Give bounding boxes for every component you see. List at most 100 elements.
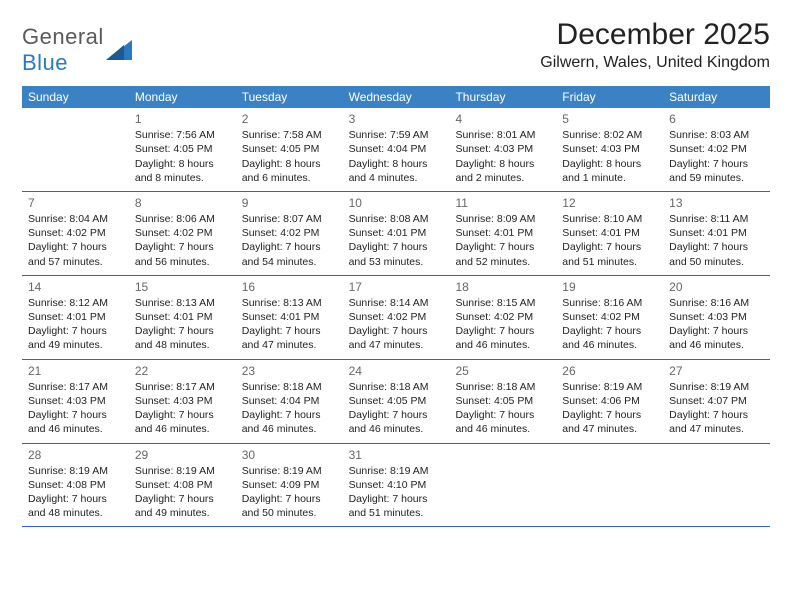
logo-text: General Blue [22, 24, 104, 76]
sunrise-text: Sunrise: 8:14 AM [349, 296, 444, 310]
logo-triangle-icon [106, 38, 136, 65]
empty-cell [663, 444, 770, 527]
daylight-text: Daylight: 7 hours [135, 240, 230, 254]
daylight-text: and 54 minutes. [242, 255, 337, 269]
sunrise-text: Sunrise: 8:19 AM [562, 380, 657, 394]
daylight-text: and 50 minutes. [669, 255, 764, 269]
sunset-text: Sunset: 4:05 PM [455, 394, 550, 408]
sunrise-text: Sunrise: 8:09 AM [455, 212, 550, 226]
daylight-text: Daylight: 7 hours [135, 408, 230, 422]
day-header-thu: Thursday [449, 86, 556, 108]
daylight-text: and 51 minutes. [562, 255, 657, 269]
day-number: 31 [349, 447, 444, 463]
daylight-text: and 46 minutes. [669, 338, 764, 352]
day-number: 17 [349, 279, 444, 295]
daylight-text: Daylight: 7 hours [242, 324, 337, 338]
day-number: 22 [135, 363, 230, 379]
day-cell: 4Sunrise: 8:01 AMSunset: 4:03 PMDaylight… [449, 108, 556, 191]
sunset-text: Sunset: 4:02 PM [562, 310, 657, 324]
daylight-text: and 4 minutes. [349, 171, 444, 185]
day-cell: 10Sunrise: 8:08 AMSunset: 4:01 PMDayligh… [343, 192, 450, 275]
sunset-text: Sunset: 4:01 PM [135, 310, 230, 324]
day-header-row: Sunday Monday Tuesday Wednesday Thursday… [22, 86, 770, 108]
day-number: 19 [562, 279, 657, 295]
daylight-text: and 56 minutes. [135, 255, 230, 269]
daylight-text: and 47 minutes. [349, 338, 444, 352]
sunrise-text: Sunrise: 8:19 AM [349, 464, 444, 478]
sunrise-text: Sunrise: 8:03 AM [669, 128, 764, 142]
daylight-text: Daylight: 7 hours [242, 240, 337, 254]
sunset-text: Sunset: 4:08 PM [135, 478, 230, 492]
day-cell: 23Sunrise: 8:18 AMSunset: 4:04 PMDayligh… [236, 360, 343, 443]
weeks-container: 1Sunrise: 7:56 AMSunset: 4:05 PMDaylight… [22, 108, 770, 527]
daylight-text: and 47 minutes. [242, 338, 337, 352]
sunrise-text: Sunrise: 8:18 AM [455, 380, 550, 394]
daylight-text: and 46 minutes. [455, 422, 550, 436]
daylight-text: and 46 minutes. [242, 422, 337, 436]
day-cell: 25Sunrise: 8:18 AMSunset: 4:05 PMDayligh… [449, 360, 556, 443]
day-cell: 16Sunrise: 8:13 AMSunset: 4:01 PMDayligh… [236, 276, 343, 359]
day-header-fri: Friday [556, 86, 663, 108]
day-header-sun: Sunday [22, 86, 129, 108]
day-number: 9 [242, 195, 337, 211]
daylight-text: Daylight: 7 hours [669, 324, 764, 338]
daylight-text: Daylight: 7 hours [135, 324, 230, 338]
day-cell: 7Sunrise: 8:04 AMSunset: 4:02 PMDaylight… [22, 192, 129, 275]
day-number: 11 [455, 195, 550, 211]
week-row: 7Sunrise: 8:04 AMSunset: 4:02 PMDaylight… [22, 192, 770, 276]
empty-cell [556, 444, 663, 527]
day-number: 13 [669, 195, 764, 211]
sunset-text: Sunset: 4:02 PM [669, 142, 764, 156]
sunset-text: Sunset: 4:01 PM [28, 310, 123, 324]
sunset-text: Sunset: 4:07 PM [669, 394, 764, 408]
day-number: 26 [562, 363, 657, 379]
daylight-text: and 2 minutes. [455, 171, 550, 185]
day-cell: 8Sunrise: 8:06 AMSunset: 4:02 PMDaylight… [129, 192, 236, 275]
day-header-tue: Tuesday [236, 86, 343, 108]
daylight-text: Daylight: 8 hours [135, 157, 230, 171]
sunrise-text: Sunrise: 8:16 AM [669, 296, 764, 310]
daylight-text: and 46 minutes. [349, 422, 444, 436]
sunrise-text: Sunrise: 8:19 AM [242, 464, 337, 478]
day-cell: 17Sunrise: 8:14 AMSunset: 4:02 PMDayligh… [343, 276, 450, 359]
sunrise-text: Sunrise: 8:16 AM [562, 296, 657, 310]
sunset-text: Sunset: 4:06 PM [562, 394, 657, 408]
daylight-text: Daylight: 7 hours [28, 492, 123, 506]
sunrise-text: Sunrise: 8:17 AM [135, 380, 230, 394]
daylight-text: and 46 minutes. [28, 422, 123, 436]
day-cell: 31Sunrise: 8:19 AMSunset: 4:10 PMDayligh… [343, 444, 450, 527]
daylight-text: Daylight: 7 hours [562, 240, 657, 254]
daylight-text: Daylight: 7 hours [28, 324, 123, 338]
sunset-text: Sunset: 4:05 PM [349, 394, 444, 408]
day-number: 29 [135, 447, 230, 463]
day-cell: 12Sunrise: 8:10 AMSunset: 4:01 PMDayligh… [556, 192, 663, 275]
sunset-text: Sunset: 4:05 PM [242, 142, 337, 156]
sunrise-text: Sunrise: 8:07 AM [242, 212, 337, 226]
sunset-text: Sunset: 4:02 PM [455, 310, 550, 324]
day-cell: 27Sunrise: 8:19 AMSunset: 4:07 PMDayligh… [663, 360, 770, 443]
day-number: 27 [669, 363, 764, 379]
sunrise-text: Sunrise: 8:18 AM [349, 380, 444, 394]
day-header-wed: Wednesday [343, 86, 450, 108]
day-number: 28 [28, 447, 123, 463]
day-cell: 3Sunrise: 7:59 AMSunset: 4:04 PMDaylight… [343, 108, 450, 191]
day-header-mon: Monday [129, 86, 236, 108]
daylight-text: Daylight: 7 hours [562, 408, 657, 422]
day-cell: 20Sunrise: 8:16 AMSunset: 4:03 PMDayligh… [663, 276, 770, 359]
daylight-text: Daylight: 7 hours [28, 240, 123, 254]
day-header-sat: Saturday [663, 86, 770, 108]
daylight-text: Daylight: 7 hours [455, 240, 550, 254]
sunset-text: Sunset: 4:03 PM [669, 310, 764, 324]
daylight-text: and 51 minutes. [349, 506, 444, 520]
daylight-text: and 47 minutes. [562, 422, 657, 436]
daylight-text: Daylight: 7 hours [349, 408, 444, 422]
daylight-text: Daylight: 7 hours [242, 408, 337, 422]
sunset-text: Sunset: 4:01 PM [562, 226, 657, 240]
sunset-text: Sunset: 4:01 PM [669, 226, 764, 240]
daylight-text: Daylight: 7 hours [562, 324, 657, 338]
day-number: 3 [349, 111, 444, 127]
day-number: 1 [135, 111, 230, 127]
daylight-text: and 1 minute. [562, 171, 657, 185]
daylight-text: Daylight: 7 hours [669, 408, 764, 422]
day-cell: 30Sunrise: 8:19 AMSunset: 4:09 PMDayligh… [236, 444, 343, 527]
